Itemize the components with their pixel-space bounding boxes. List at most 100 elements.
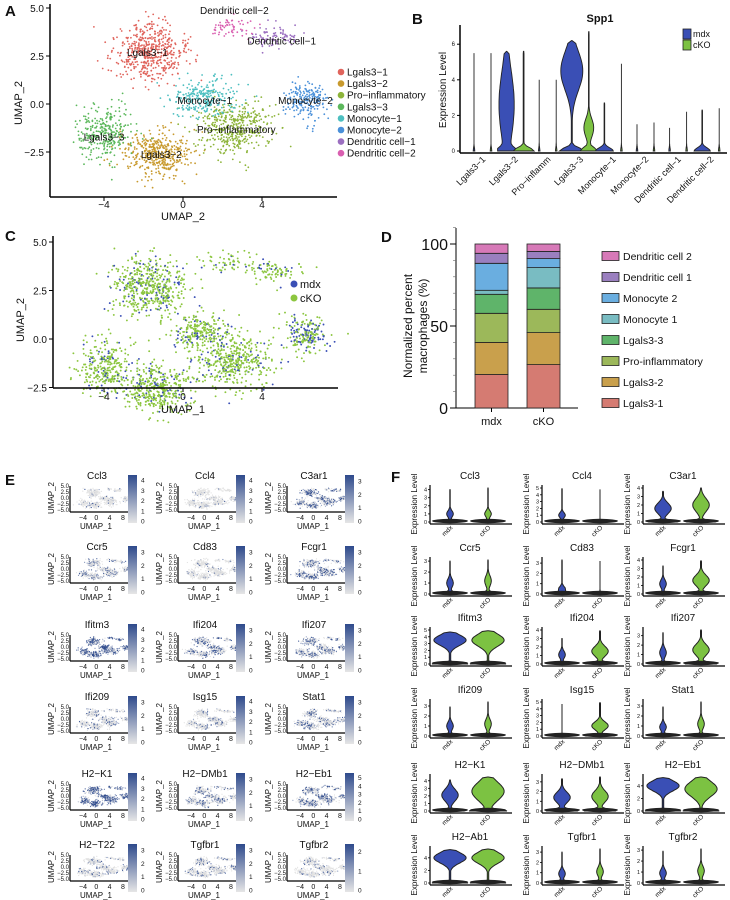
point-cKO (139, 259, 142, 262)
point-mdx (174, 345, 177, 348)
point-mdx (293, 329, 296, 332)
point-4 (215, 109, 218, 112)
point-cKO (130, 297, 133, 300)
point-0 (145, 26, 148, 29)
point-cKO (159, 322, 162, 325)
point-0 (155, 45, 157, 48)
point-cKO (277, 327, 280, 330)
legend-swatch (601, 398, 620, 408)
point-cKO (88, 364, 91, 367)
point-cKO (162, 384, 165, 387)
violin-cKO (685, 111, 688, 152)
cell-point (96, 493, 98, 495)
point-2 (202, 152, 205, 154)
point-2 (243, 106, 246, 108)
point-cKO (302, 335, 304, 338)
point-cKO (267, 367, 270, 369)
point-mdx (233, 368, 236, 371)
point-mdx (290, 328, 293, 331)
point-5 (298, 89, 300, 91)
point-2 (261, 136, 264, 139)
point-4 (196, 88, 198, 91)
point-cKO (114, 280, 116, 283)
point-cKO (169, 286, 172, 289)
point-cKO (82, 339, 85, 342)
point-cKO (143, 304, 146, 306)
point-cKO (221, 266, 224, 269)
point-cKO (190, 321, 193, 323)
point-cKO (186, 357, 189, 360)
point-cKO (97, 353, 100, 355)
legend-swatch (601, 293, 620, 303)
point-1 (116, 163, 118, 166)
point-cKO (142, 293, 145, 295)
point-cKO (232, 344, 235, 347)
point-4 (214, 73, 216, 75)
point-cKO (145, 265, 148, 268)
point-6 (261, 51, 264, 54)
point-cKO (255, 283, 258, 286)
point-2 (235, 99, 238, 102)
point-cKO (136, 362, 139, 365)
point-0 (140, 39, 143, 42)
point-mdx (182, 369, 185, 372)
point-0 (177, 61, 180, 64)
point-0 (139, 73, 142, 76)
point-mdx (201, 358, 204, 361)
point-0 (156, 56, 159, 59)
point-mdx (189, 360, 192, 363)
point-3 (94, 122, 97, 125)
point-mdx (100, 384, 103, 387)
point-cKO (230, 334, 233, 337)
point-cKO (156, 401, 159, 404)
point-mdx (177, 334, 179, 337)
point-5 (316, 108, 319, 110)
point-cKO (252, 367, 255, 370)
point-cKO (160, 302, 163, 305)
point-2 (262, 121, 265, 123)
point-cKO (213, 322, 216, 325)
point-cKO (104, 382, 106, 385)
point-1 (135, 148, 138, 150)
cell-point (92, 489, 94, 491)
point-cKO (120, 375, 123, 378)
point-5 (299, 90, 302, 93)
point-cKO (215, 337, 218, 340)
point-2 (255, 141, 258, 144)
point-mdx (162, 297, 165, 300)
point-cKO (210, 337, 213, 340)
point-cKO (138, 272, 141, 275)
point-mdx (209, 340, 212, 343)
point-0 (136, 63, 139, 66)
point-mdx (249, 350, 252, 353)
point-cKO (233, 352, 235, 355)
point-2 (250, 115, 253, 118)
point-4 (214, 91, 216, 94)
point-mdx (280, 361, 282, 364)
y-tick-label: 50 (430, 319, 448, 336)
point-1 (148, 129, 151, 132)
point-cKO (136, 359, 139, 362)
point-0 (140, 51, 143, 54)
point-cKO (142, 282, 145, 284)
point-cKO (117, 268, 120, 271)
point-mdx (113, 264, 116, 267)
cell-point (96, 504, 98, 506)
point-5 (298, 85, 301, 87)
point-cKO (242, 354, 245, 357)
point-2 (228, 144, 231, 147)
point-cKO (160, 275, 163, 277)
point-cKO (162, 269, 165, 272)
point-mdx (210, 333, 213, 336)
point-cKO (156, 297, 159, 299)
point-cKO (136, 392, 138, 395)
point-0 (162, 74, 164, 77)
point-cKO (125, 319, 128, 322)
point-cKO (136, 302, 139, 305)
point-mdx (105, 372, 108, 375)
point-cKO (185, 262, 188, 265)
point-cKO (237, 260, 239, 263)
x-tick-label: 0 (180, 392, 186, 403)
legend-swatch (337, 138, 345, 145)
y-axis-label: UMAP_2 (15, 298, 27, 342)
